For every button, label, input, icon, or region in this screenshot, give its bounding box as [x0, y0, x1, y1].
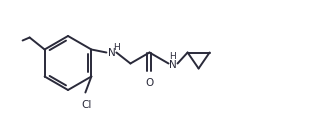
Text: H: H: [113, 44, 120, 53]
Text: N: N: [169, 60, 176, 70]
Text: Cl: Cl: [81, 100, 92, 110]
Text: N: N: [108, 48, 115, 58]
Text: O: O: [145, 77, 154, 88]
Text: H: H: [169, 52, 176, 61]
